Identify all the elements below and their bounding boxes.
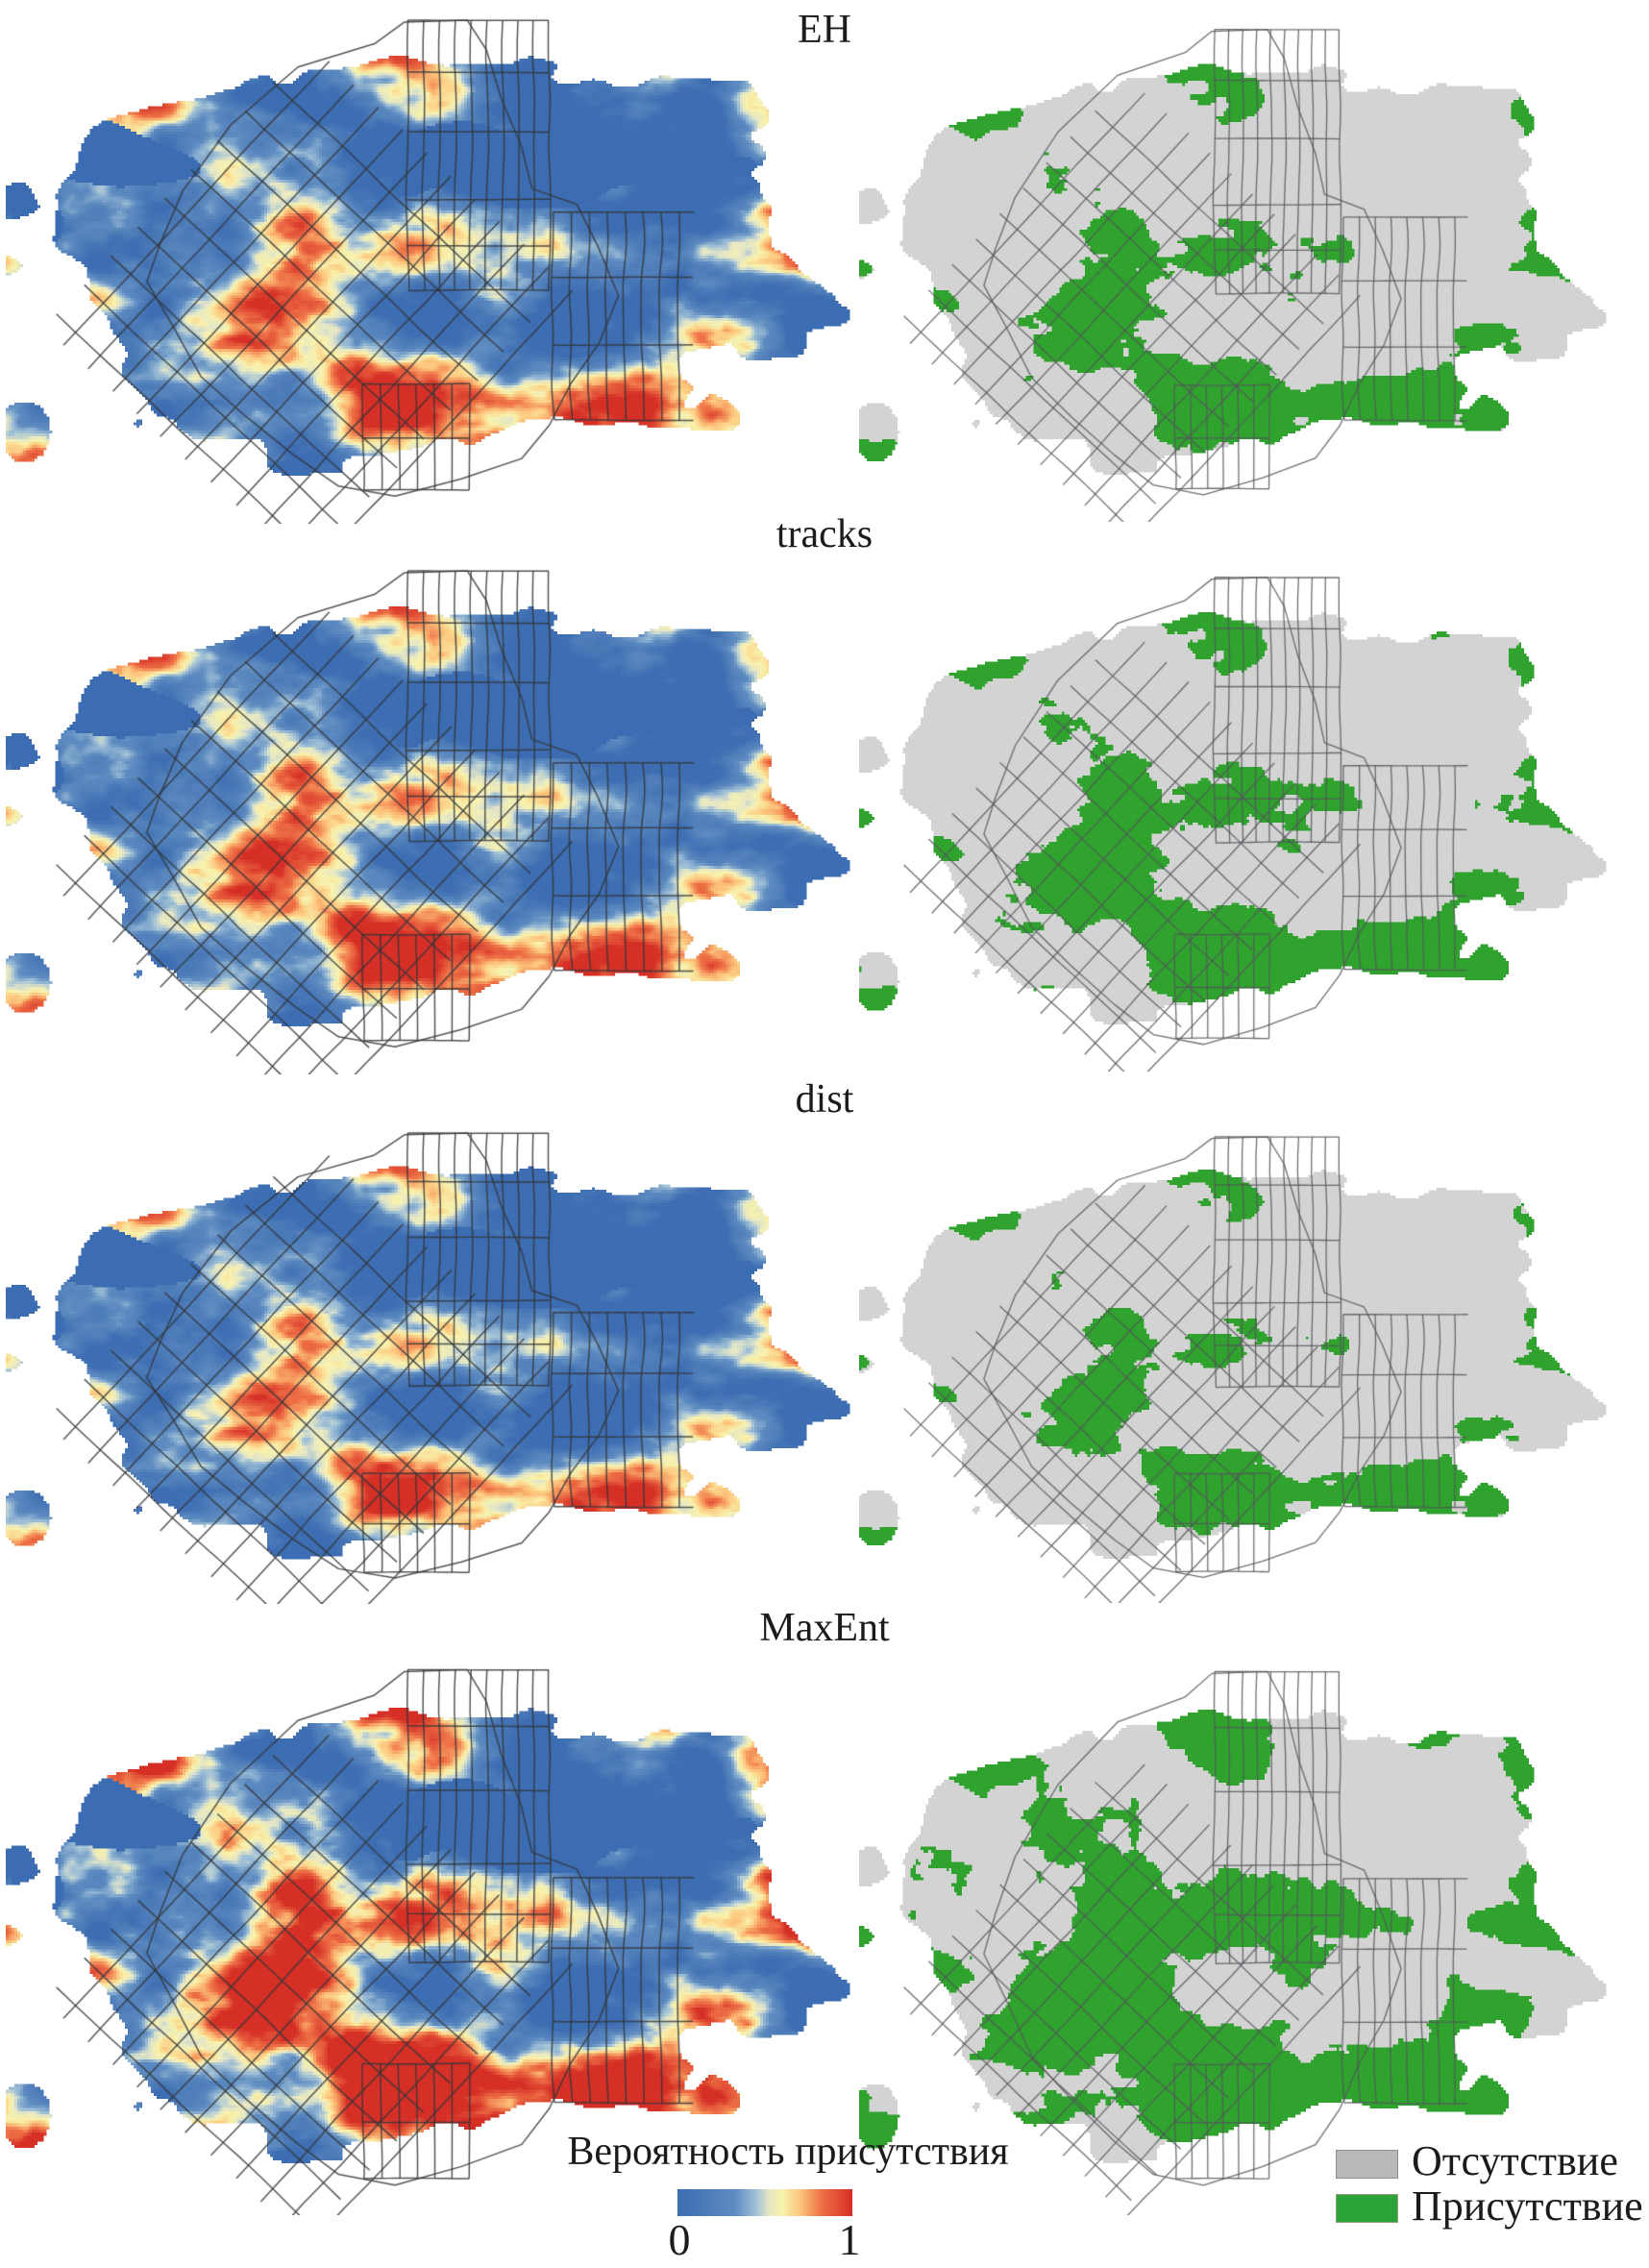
boundary-lines-canvas [6, 555, 888, 1074]
map-tracks-binary [859, 562, 1639, 1072]
colorbar-max-label: 1 [838, 2215, 861, 2264]
map-maxent-binary [859, 1655, 1639, 2215]
colorbar-gradient [677, 2189, 852, 2216]
boundary-lines-canvas [859, 14, 1639, 522]
boundary-lines-canvas [6, 1119, 888, 1604]
absence-label: Отсутствие [1412, 2137, 1618, 2184]
colorbar-title: Вероятность присутствия [567, 2130, 1009, 2174]
map-eh-probability [6, 5, 888, 524]
colorbar-min-label: 0 [668, 2215, 691, 2264]
boundary-lines-canvas [6, 1653, 888, 2215]
panel-title-dist: dist [795, 1077, 854, 1122]
map-dist-probability [6, 1119, 888, 1604]
map-tracks-probability [6, 555, 888, 1074]
presence-swatch [1336, 2194, 1398, 2223]
map-eh-binary [859, 14, 1639, 522]
presence-label: Присутствие [1412, 2182, 1643, 2230]
boundary-lines-canvas [859, 562, 1639, 1072]
absence-swatch [1336, 2150, 1398, 2179]
boundary-lines-canvas [859, 1122, 1639, 1603]
boundary-lines-canvas [859, 1655, 1639, 2215]
panel-title-maxent: MaxEnt [759, 1606, 890, 1650]
map-dist-binary [859, 1122, 1639, 1603]
boundary-lines-canvas [6, 5, 888, 524]
map-maxent-probability [6, 1653, 888, 2215]
